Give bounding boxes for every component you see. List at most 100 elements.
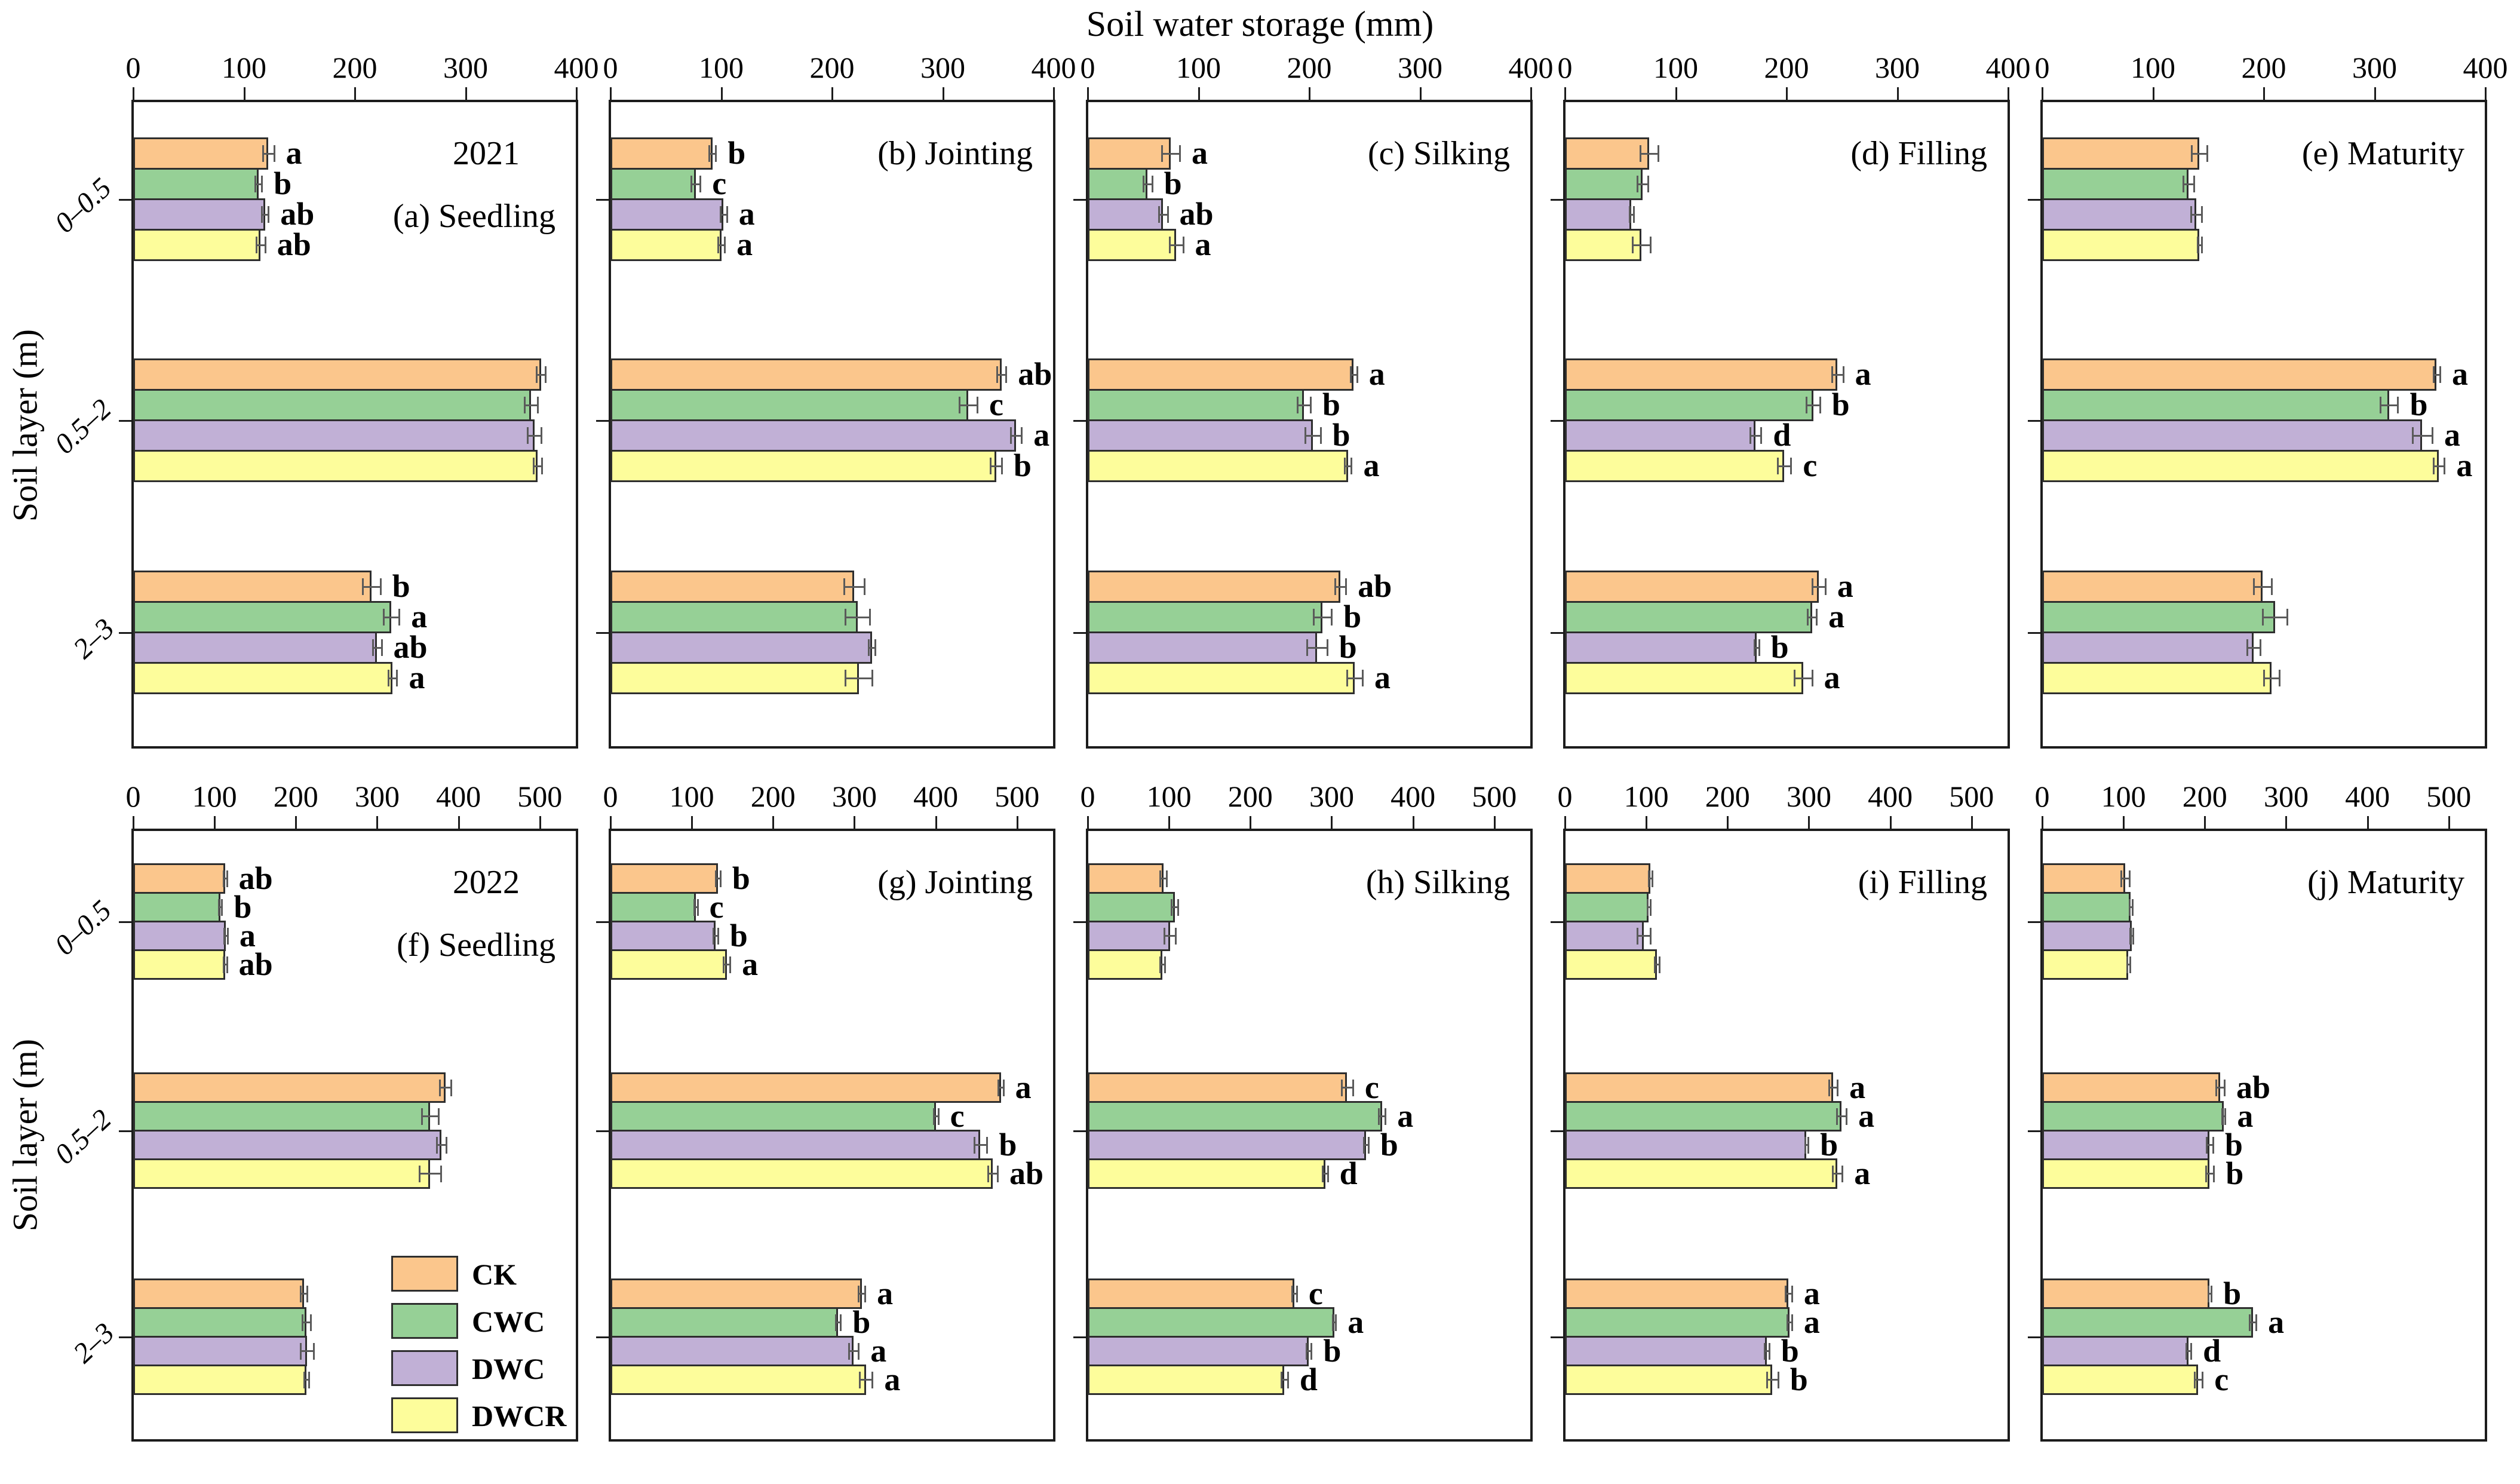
error-bar-cap xyxy=(226,870,228,887)
error-bar-cap xyxy=(226,956,228,973)
bar-dwcr-2–3 xyxy=(2042,1365,2199,1395)
significance-letter: c xyxy=(709,888,724,925)
significance-letter: b xyxy=(1322,386,1340,422)
x-tick xyxy=(854,816,856,830)
significance-letter: a xyxy=(1854,1155,1871,1191)
x-tick xyxy=(2366,816,2369,830)
error-bar xyxy=(2205,1173,2214,1175)
significance-letter: c xyxy=(1364,1069,1379,1105)
significance-letter: b xyxy=(1820,1126,1838,1163)
error-bar-cap xyxy=(1346,670,1349,686)
bar-ck-0.5–2 xyxy=(610,1072,1001,1103)
error-bar-cap xyxy=(1304,427,1306,444)
x-tick-label: 200 xyxy=(809,51,855,84)
bar-ck-2–3 xyxy=(1088,1278,1294,1309)
error-bar-cap xyxy=(1837,1079,1839,1096)
error-bar-cap xyxy=(997,1165,999,1182)
error-bar-cap xyxy=(2262,609,2264,626)
legend-label-dwc: DWC xyxy=(472,1352,545,1385)
error-bar-cap xyxy=(1766,1371,1768,1388)
error-bar-cap xyxy=(1313,609,1315,626)
bar-cwc-0.5–2 xyxy=(1565,389,1813,421)
x-tick-label: 100 xyxy=(222,51,266,84)
significance-letter: b xyxy=(2223,1275,2242,1311)
bar-dwcr-0.5–2 xyxy=(1565,450,1785,482)
error-bar-cap xyxy=(2246,639,2249,656)
bar-dwc-0–0.5 xyxy=(133,921,226,951)
significance-letter: c xyxy=(989,386,1003,422)
error-bar-cap xyxy=(2213,1165,2215,1182)
error-bar-cap xyxy=(383,609,385,626)
error-bar-cap xyxy=(1367,1136,1370,1154)
error-bar-cap xyxy=(1171,899,1173,916)
error-bar-cap xyxy=(1791,1314,1793,1331)
error-bar-cap xyxy=(1306,1342,1308,1360)
error-bar xyxy=(302,1322,311,1323)
bar-ck-2–3 xyxy=(133,1278,304,1309)
error-bar xyxy=(422,1115,438,1117)
bar-dwcr-2–3 xyxy=(610,662,859,694)
error-bar xyxy=(1649,878,1652,879)
error-bar xyxy=(1807,616,1817,618)
y-tick xyxy=(596,631,610,634)
error-bar xyxy=(2221,1115,2226,1117)
x-tick-label: 200 xyxy=(1764,51,1809,84)
error-bar-cap xyxy=(2193,1371,2196,1388)
significance-letter: b xyxy=(1013,447,1032,483)
panel-stage-label: (c) Silking xyxy=(1368,135,1510,172)
error-bar-cap xyxy=(223,927,226,945)
x-tick xyxy=(243,87,245,102)
x-tick xyxy=(2042,816,2043,830)
legend-swatch-cwc xyxy=(391,1303,458,1339)
bar-cwc-0–0.5 xyxy=(610,168,696,200)
bar-cwc-2–3 xyxy=(1565,1307,1790,1338)
x-tick xyxy=(1250,816,1252,830)
legend-swatch-ck xyxy=(391,1256,458,1292)
error-bar-cap xyxy=(1158,206,1160,223)
error-bar-cap xyxy=(254,176,257,192)
error-bar-cap xyxy=(1009,427,1012,444)
error-bar-cap xyxy=(729,956,732,973)
bar-cwc-0.5–2 xyxy=(1088,1101,1382,1132)
bar-cwc-0–0.5 xyxy=(1088,168,1148,200)
error-bar-cap xyxy=(372,639,374,656)
error-bar xyxy=(1647,906,1650,908)
error-bar xyxy=(717,244,725,246)
error-bar-cap xyxy=(1628,206,1631,223)
significance-letter: b xyxy=(1164,165,1182,201)
error-bar-cap xyxy=(302,1314,304,1331)
significance-letter: c xyxy=(1308,1275,1323,1311)
error-bar xyxy=(858,1293,865,1295)
error-bar xyxy=(2126,964,2131,965)
bar-cwc-0–0.5 xyxy=(1565,168,1643,200)
error-bar-cap xyxy=(1786,1314,1788,1331)
bar-cwc-2–3 xyxy=(2042,1307,2253,1338)
significance-letter: a xyxy=(2456,447,2473,483)
error-bar-cap xyxy=(1319,427,1322,444)
y-tick xyxy=(119,419,133,422)
bar-dwcr-0.5–2 xyxy=(1565,1158,1838,1189)
x-tick xyxy=(1419,87,1422,102)
y-tick xyxy=(1073,921,1088,923)
x-axis-title: Soil water storage (mm) xyxy=(1086,4,1434,44)
error-bar xyxy=(713,935,718,937)
x-tick-label: 100 xyxy=(669,780,714,813)
error-bar xyxy=(440,1087,452,1089)
error-bar-cap xyxy=(1166,870,1168,887)
x-tick-label: 300 xyxy=(920,51,965,84)
x-tick xyxy=(1808,816,1810,830)
bar-ck-0.5–2 xyxy=(2042,1072,2221,1103)
bar-dwcr-2–3 xyxy=(1088,1365,1285,1395)
error-bar-cap xyxy=(959,397,961,413)
legend-swatch-dwc xyxy=(391,1350,458,1386)
y-tick xyxy=(119,631,133,634)
significance-letter: a xyxy=(409,659,425,695)
error-bar xyxy=(2247,646,2261,649)
error-bar xyxy=(300,1350,314,1352)
error-bar-cap xyxy=(937,1108,940,1125)
error-bar xyxy=(1754,646,1759,649)
error-bar xyxy=(1812,585,1825,588)
error-bar-cap xyxy=(1760,427,1763,444)
error-bar-cap xyxy=(2120,870,2123,887)
bar-cwc-0–0.5 xyxy=(2042,168,2188,200)
